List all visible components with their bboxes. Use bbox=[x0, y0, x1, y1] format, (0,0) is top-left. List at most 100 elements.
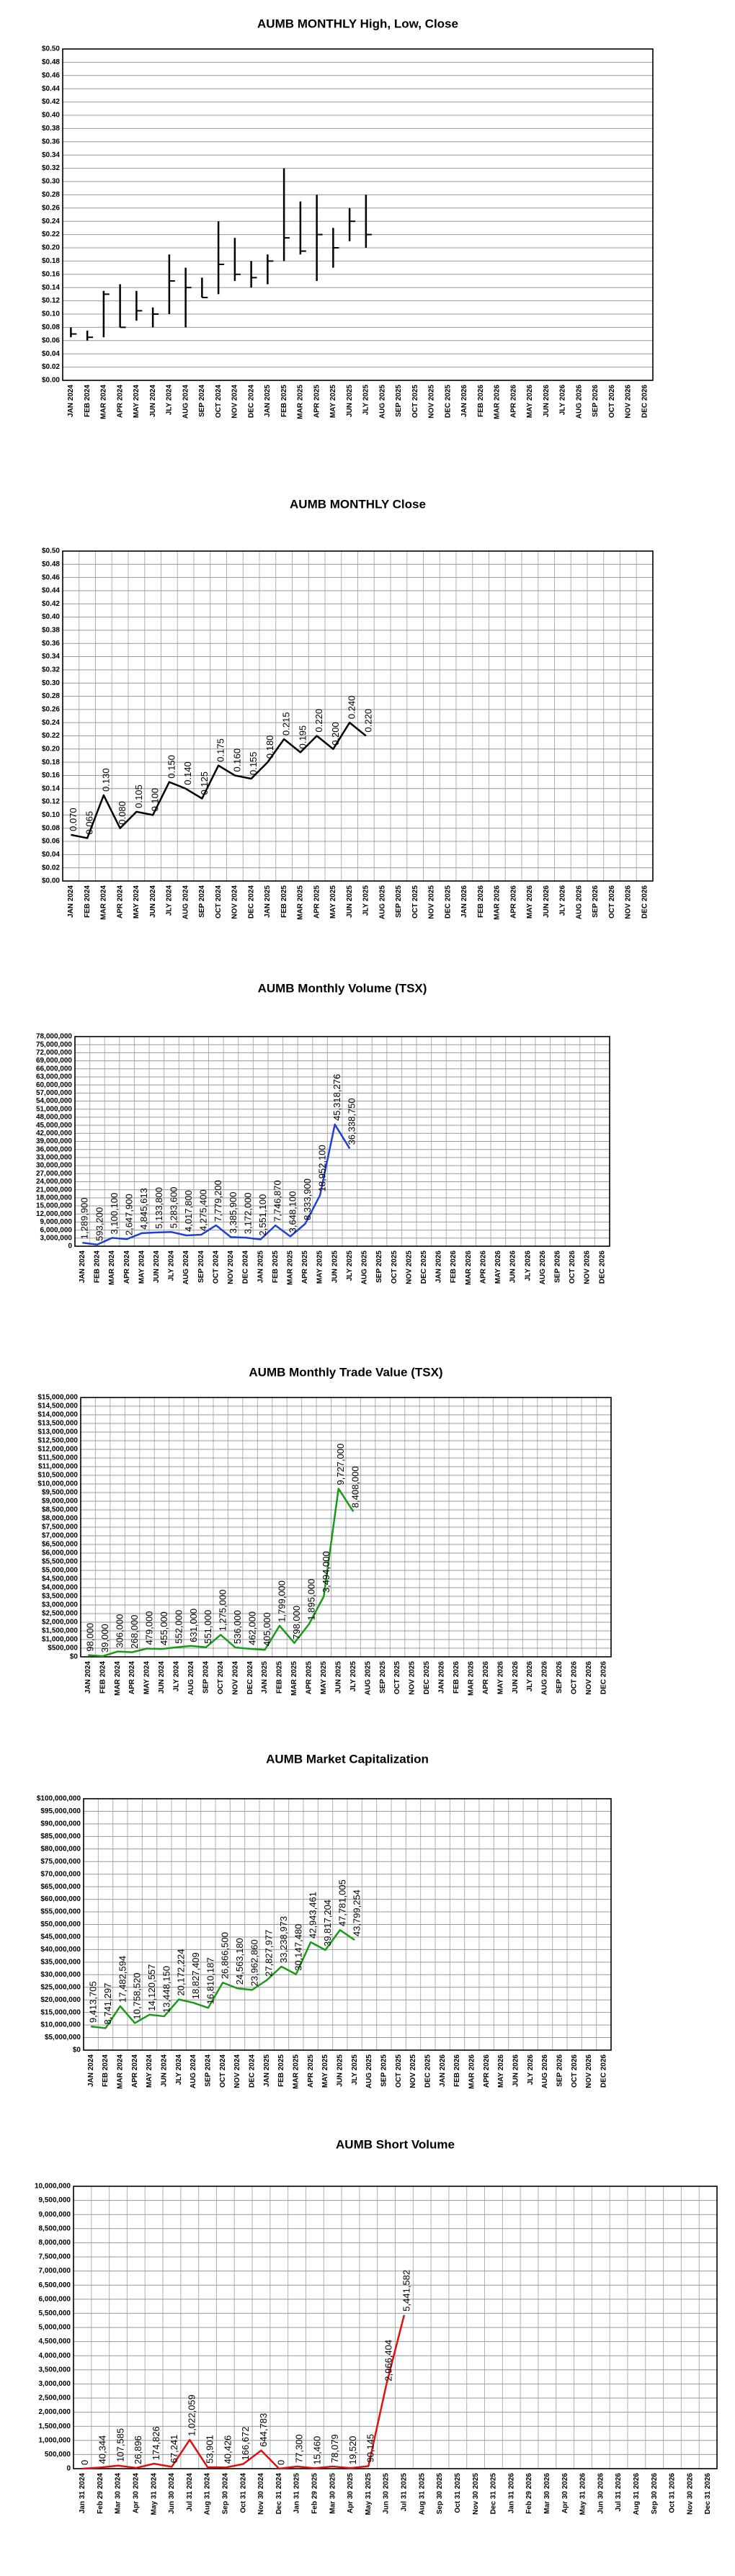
y-tick-label: $0.50 bbox=[42, 547, 60, 555]
y-tick-label: $1,500,000 bbox=[42, 1627, 78, 1635]
x-tick-label: NOV 2025 bbox=[405, 1251, 413, 1284]
x-tick-label: Nov 30 2025 bbox=[472, 2473, 480, 2515]
y-tick-label: $90,000,000 bbox=[40, 1820, 81, 1828]
x-tick-label: SEP 2026 bbox=[556, 1661, 564, 1694]
x-tick-label: NOV 2024 bbox=[227, 1251, 235, 1284]
x-tick-label: AUG 2026 bbox=[541, 1661, 549, 1696]
x-tick-label: AUG 2024 bbox=[190, 2054, 197, 2089]
y-tick-label: 54,000,000 bbox=[36, 1097, 72, 1105]
x-tick-label: MAY 2024 bbox=[133, 885, 141, 919]
x-tick-label: JAN 2025 bbox=[264, 385, 272, 417]
x-tick-label: Jun 30 2025 bbox=[383, 2473, 391, 2514]
x-tick-label: AUG 2024 bbox=[187, 1661, 195, 1696]
data-label: 268,000 bbox=[129, 1615, 140, 1649]
y-tick-label: $13,500,000 bbox=[37, 1420, 78, 1428]
x-tick-label: APR 2026 bbox=[509, 885, 517, 919]
x-tick-label: OCT 2026 bbox=[571, 2054, 579, 2088]
data-label: 24,563,180 bbox=[234, 1938, 245, 1985]
x-tick-label: FEB 2025 bbox=[277, 2054, 285, 2087]
x-tick-label: NOV 2026 bbox=[625, 385, 633, 419]
x-tick-label: May 31 2025 bbox=[365, 2473, 373, 2515]
x-tick-label: MAY 2026 bbox=[497, 2054, 505, 2088]
x-tick-label: OCT 2025 bbox=[411, 885, 419, 919]
y-tick-label: $0.40 bbox=[42, 613, 60, 621]
x-tick-label: JUN 2025 bbox=[334, 1661, 342, 1694]
x-tick-label: FEB 2024 bbox=[102, 2054, 110, 2087]
x-tick-label: Nov 30 2026 bbox=[686, 2473, 694, 2515]
y-tick-label: $0.04 bbox=[42, 350, 60, 358]
data-label: 0.220 bbox=[362, 709, 373, 733]
y-tick-label: $4,500,000 bbox=[42, 1575, 78, 1583]
x-tick-label: JLY 2024 bbox=[168, 1251, 176, 1282]
y-tick-label: 24,000,000 bbox=[36, 1178, 72, 1186]
y-tick-label: 72,000,000 bbox=[36, 1049, 72, 1057]
y-tick-label: $5,000,000 bbox=[42, 1567, 78, 1575]
x-tick-label: JAN 2026 bbox=[435, 1251, 443, 1283]
x-tick-label: DEC 2024 bbox=[246, 1661, 254, 1695]
y-tick-label: $0.42 bbox=[42, 98, 60, 106]
y-tick-label: $45,000,000 bbox=[40, 1933, 81, 1941]
y-tick-label: $0 bbox=[73, 2047, 81, 2054]
y-tick-label: $4,000,000 bbox=[42, 1584, 78, 1592]
y-tick-label: $0.14 bbox=[42, 784, 60, 792]
y-tick-label: 15,000,000 bbox=[36, 1202, 72, 1210]
x-tick-label: JUN 2026 bbox=[543, 385, 551, 417]
x-tick-label: MAR 2024 bbox=[108, 1251, 116, 1285]
y-tick-label: $0 bbox=[70, 1653, 79, 1661]
y-tick-label: 63,000,000 bbox=[36, 1073, 72, 1081]
y-tick-label: $0.38 bbox=[42, 125, 60, 133]
y-tick-label: 2,000,000 bbox=[39, 2408, 71, 2416]
data-label: 36,338,750 bbox=[347, 1098, 357, 1145]
x-tick-label: Nov 30 2024 bbox=[257, 2473, 265, 2515]
x-tick-label: SEP 2026 bbox=[592, 385, 600, 417]
x-tick-label: FEB 2025 bbox=[276, 1661, 284, 1694]
x-tick-label: FEB 2025 bbox=[280, 385, 288, 417]
y-tick-label: $9,000,000 bbox=[42, 1498, 78, 1506]
y-tick-label: $8,500,000 bbox=[42, 1506, 78, 1514]
y-tick-label: 8,000,000 bbox=[39, 2239, 71, 2247]
data-label: 7,746,870 bbox=[272, 1180, 283, 1222]
chart-title: AUMB Short Volume bbox=[336, 2137, 455, 2151]
y-tick-label: 21,000,000 bbox=[36, 1186, 72, 1194]
data-label: 20,172,224 bbox=[176, 1949, 187, 1996]
x-tick-label: FEB 2024 bbox=[84, 385, 92, 417]
data-label: 0.100 bbox=[150, 788, 161, 812]
x-tick-label: OCT 2026 bbox=[608, 885, 616, 919]
y-tick-label: $0.50 bbox=[42, 45, 60, 53]
x-tick-label: AUG 2024 bbox=[182, 1251, 190, 1285]
y-tick-label: $25,000,000 bbox=[40, 1983, 81, 1991]
x-tick-label: Jul 31 2025 bbox=[401, 2473, 409, 2512]
x-tick-label: APR 2025 bbox=[307, 2054, 315, 2088]
y-tick-label: $0.20 bbox=[42, 745, 60, 753]
x-tick-label: JAN 2026 bbox=[439, 2054, 447, 2087]
x-tick-label: JUN 2026 bbox=[512, 2054, 520, 2087]
data-label: 2,647,900 bbox=[124, 1194, 135, 1235]
x-tick-label: MAR 2025 bbox=[297, 885, 305, 920]
data-label: 0.105 bbox=[133, 784, 144, 808]
x-tick-label: SEP 2024 bbox=[204, 2054, 212, 2087]
x-tick-label: Dec 31 2024 bbox=[275, 2473, 283, 2515]
x-tick-label: OCT 2024 bbox=[212, 1251, 220, 1284]
chart-title: AUMB MONTHLY High, Low, Close bbox=[257, 17, 458, 30]
chart-title: AUMB Monthly Trade Value (TSX) bbox=[249, 1365, 442, 1379]
y-tick-label: $20,000,000 bbox=[40, 1996, 81, 2004]
x-tick-label: OCT 2024 bbox=[215, 885, 223, 919]
x-tick-label: OCT 2025 bbox=[395, 2054, 403, 2088]
y-tick-label: $0.14 bbox=[42, 284, 60, 292]
y-tick-label: $3,000,000 bbox=[42, 1601, 78, 1609]
y-tick-label: $80,000,000 bbox=[40, 1845, 81, 1853]
data-label: 39,000 bbox=[99, 1624, 110, 1653]
x-tick-label: APR 2026 bbox=[509, 385, 517, 419]
data-label: 536,000 bbox=[232, 1610, 243, 1644]
x-tick-label: FEB 2024 bbox=[99, 1661, 107, 1694]
x-tick-label: JAN 2025 bbox=[263, 2054, 271, 2087]
x-tick-label: DEC 2026 bbox=[600, 1661, 607, 1695]
data-label: 26,896 bbox=[133, 2436, 143, 2464]
x-tick-label: MAY 2025 bbox=[321, 2054, 329, 2088]
x-tick-label: APR 2024 bbox=[128, 1661, 136, 1695]
y-tick-label: 5,500,000 bbox=[39, 2309, 71, 2317]
y-tick-label: $15,000,000 bbox=[37, 1394, 78, 1402]
y-tick-label: 33,000,000 bbox=[36, 1154, 72, 1162]
data-line bbox=[82, 1123, 351, 1246]
x-tick-label: MAR 2026 bbox=[465, 1251, 473, 1285]
